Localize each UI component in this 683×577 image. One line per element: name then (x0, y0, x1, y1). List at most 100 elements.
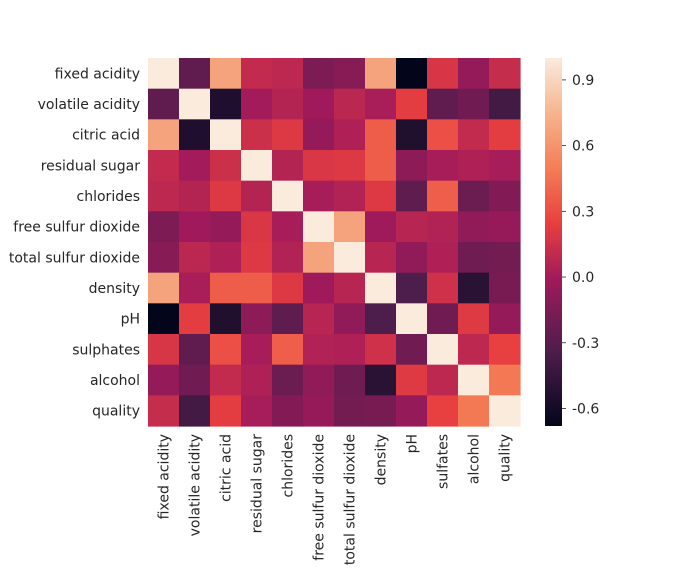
heatmap-cell (272, 364, 304, 396)
colorbar-tick-label: -0.6 (572, 401, 599, 417)
heatmap-cell (365, 303, 397, 335)
heatmap-cell (148, 211, 180, 243)
row-labels: fixed acidity volatile acidity citric acid… (9, 66, 140, 419)
heatmap-cell (241, 272, 273, 304)
heatmap-cell (272, 272, 304, 304)
column-label: quality (498, 434, 514, 482)
row-label: density (89, 281, 140, 297)
heatmap-cell (210, 180, 242, 212)
heatmap-cell (148, 364, 180, 396)
heatmap-cell (179, 303, 211, 335)
heatmap-cell (334, 58, 366, 90)
heatmap-cell (365, 395, 397, 427)
heatmap-cell (489, 364, 521, 396)
heatmap-cell (489, 180, 521, 212)
colorbar (545, 58, 562, 426)
heatmap-cell (396, 272, 428, 304)
heatmap-cell (458, 395, 490, 427)
column-label: citric acid (219, 434, 235, 502)
heatmap-cell (458, 364, 490, 396)
row-label: fixed acidity (55, 66, 140, 82)
heatmap-cell (148, 272, 180, 304)
heatmap-cell (241, 150, 273, 182)
heatmap-cell (241, 88, 273, 120)
heatmap-cell (179, 364, 211, 396)
column-label: sulfates (436, 434, 452, 489)
heatmap-cell (148, 150, 180, 182)
heatmap-cell (396, 119, 428, 151)
heatmap-cell (241, 211, 273, 243)
heatmap-cell (272, 211, 304, 243)
heatmap-cell (365, 272, 397, 304)
heatmap-cell (210, 88, 242, 120)
heatmap-cell (179, 272, 211, 304)
heatmap-cell (179, 211, 211, 243)
heatmap-cell (334, 88, 366, 120)
row-label: volatile acidity (38, 97, 140, 113)
heatmap-cell (148, 395, 180, 427)
heatmap-cell (241, 180, 273, 212)
heatmap-cell (427, 119, 459, 151)
heatmap-cell (365, 334, 397, 366)
heatmap-cell (396, 364, 428, 396)
heatmap-cell (334, 334, 366, 366)
colorbar-gradient (545, 58, 562, 426)
heatmap-cell (396, 211, 428, 243)
heatmap-cell (148, 180, 180, 212)
heatmap-cell (210, 272, 242, 304)
heatmap-cell (241, 119, 273, 151)
heatmap-cell (272, 303, 304, 335)
column-label: residual sugar (250, 434, 266, 534)
heatmap-cell (458, 242, 490, 274)
row-label: sulphates (72, 342, 140, 358)
heatmap-cell (365, 211, 397, 243)
heatmap-cell (365, 180, 397, 212)
heatmap-cell (210, 364, 242, 396)
heatmap-cell (489, 119, 521, 151)
column-label: fixed acidity (157, 434, 173, 519)
column-label: chlorides (281, 434, 297, 497)
heatmap-cell (303, 303, 335, 335)
heatmap-cell (303, 58, 335, 90)
heatmap-cell (303, 211, 335, 243)
heatmap-cell (303, 150, 335, 182)
heatmap-cell (241, 303, 273, 335)
heatmap-cell (427, 303, 459, 335)
heatmap-cell (396, 150, 428, 182)
heatmap-cell (334, 303, 366, 335)
heatmap-cell (458, 119, 490, 151)
row-label: free sulfur dioxide (13, 220, 140, 236)
heatmap-cell (272, 180, 304, 212)
heatmap-cell (272, 58, 304, 90)
heatmap-cell (489, 242, 521, 274)
heatmap-cell (489, 150, 521, 182)
column-label: pH (405, 434, 421, 453)
heatmap-cell (179, 334, 211, 366)
heatmap-cell (148, 303, 180, 335)
heatmap-cells (148, 58, 521, 427)
heatmap-cell (303, 364, 335, 396)
heatmap-cell (210, 242, 242, 274)
heatmap-cell (241, 242, 273, 274)
heatmap-cell (179, 58, 211, 90)
colorbar-ticks: 0.9 0.6 0.3 0.0 -0.3 -0.6 (562, 73, 599, 417)
heatmap-cell (272, 119, 304, 151)
heatmap-cell (148, 58, 180, 90)
heatmap-cell (334, 242, 366, 274)
heatmap-cell (489, 272, 521, 304)
heatmap-cell (427, 88, 459, 120)
heatmap-cell (489, 395, 521, 427)
heatmap-cell (365, 150, 397, 182)
heatmap-cell (210, 58, 242, 90)
heatmap-cell (427, 334, 459, 366)
heatmap-cell (396, 242, 428, 274)
heatmap-cell (334, 119, 366, 151)
heatmap-cell (427, 395, 459, 427)
column-label: alcohol (467, 434, 483, 484)
heatmap-cell (489, 334, 521, 366)
heatmap-cell (241, 58, 273, 90)
heatmap-cell (427, 242, 459, 274)
heatmap-cell (303, 119, 335, 151)
heatmap-cell (334, 272, 366, 304)
